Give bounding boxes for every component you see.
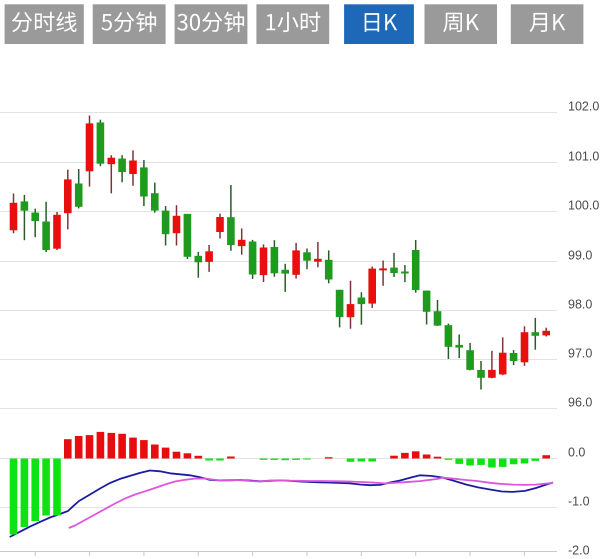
- svg-text:-1.0: -1.0: [568, 494, 590, 508]
- svg-text:102.0: 102.0: [568, 99, 599, 113]
- svg-text:99.0: 99.0: [568, 248, 592, 262]
- svg-text:0.0: 0.0: [568, 445, 585, 459]
- svg-text:97.0: 97.0: [568, 346, 592, 360]
- svg-text:101.0: 101.0: [568, 149, 599, 163]
- svg-text:96.0: 96.0: [568, 395, 592, 409]
- svg-text:100.0: 100.0: [568, 198, 599, 212]
- svg-text:-2.0: -2.0: [568, 543, 590, 557]
- svg-text:98.0: 98.0: [568, 297, 592, 311]
